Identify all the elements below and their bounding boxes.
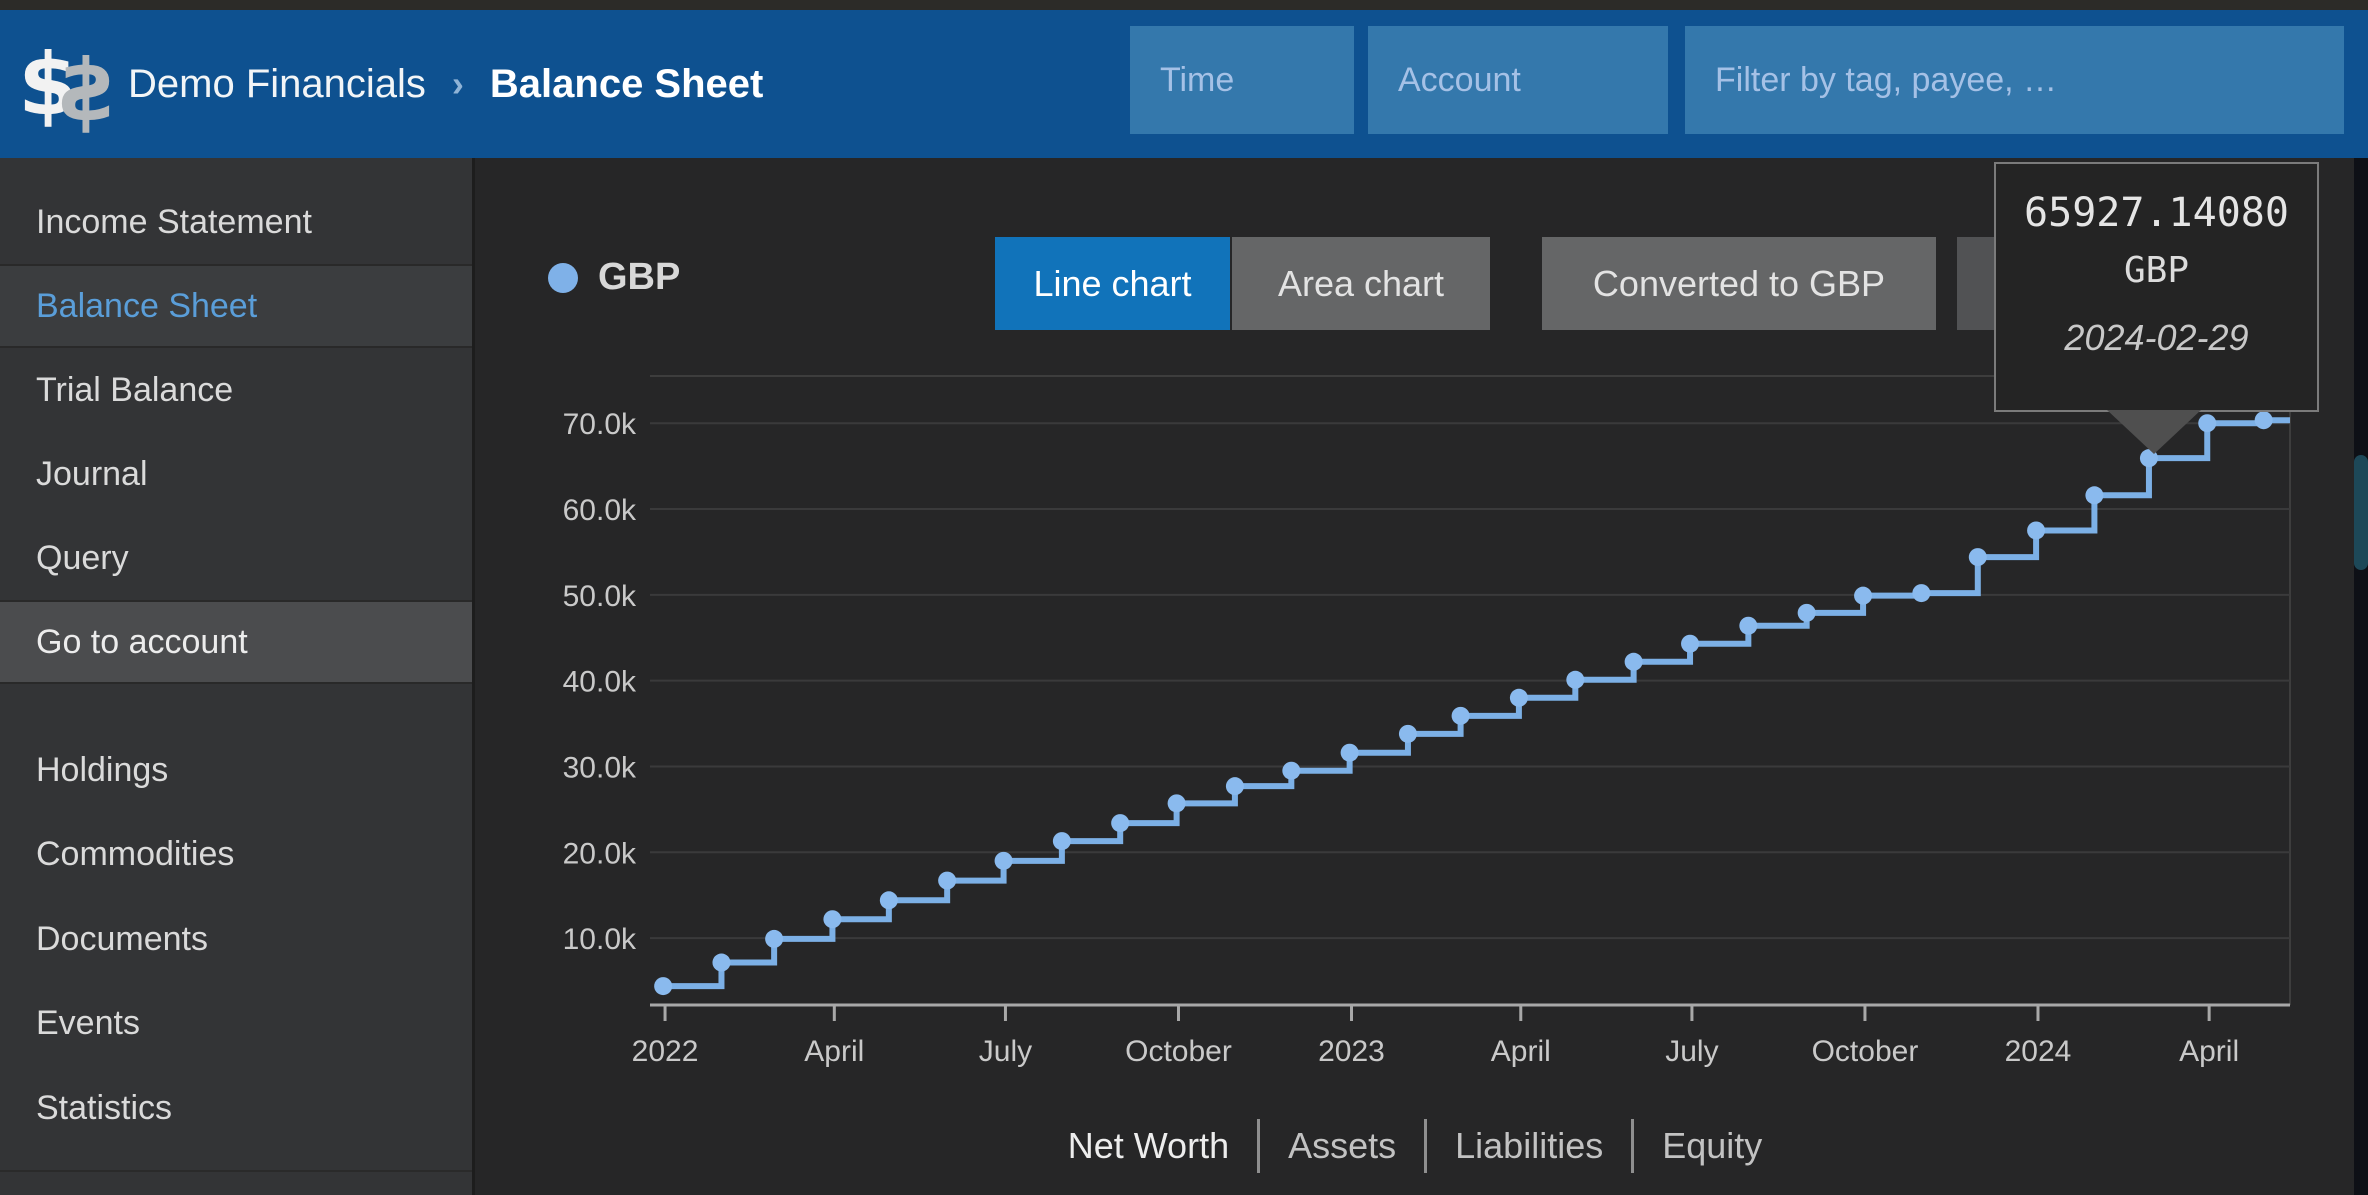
x-tick-label: 2023 [1318, 1035, 1385, 1068]
conversion-select-button[interactable]: Converted to GBP [1542, 237, 1936, 330]
footer-separator [1631, 1119, 1635, 1173]
data-point[interactable] [1225, 777, 1244, 796]
breadcrumb-separator-icon: › [451, 63, 464, 104]
chart-mode-link-net-worth[interactable]: Net Worth [1067, 1125, 1230, 1166]
networth-line [663, 417, 2290, 990]
sidebar-item-go-to-account[interactable]: Go to account [0, 600, 472, 684]
chart-tooltip: 65927.14080 GBP 2024-02-29 [1994, 162, 2319, 454]
footer-separator [1424, 1119, 1428, 1173]
sidebar-item-trial-balance[interactable]: Trial Balance [36, 370, 234, 409]
fava-logo-icon[interactable]: $ $ [18, 28, 118, 140]
scrollbar[interactable] [2354, 158, 2368, 1195]
sidebar-item-statistics[interactable]: Statistics [36, 1088, 173, 1127]
x-tick-label: April [2179, 1035, 2239, 1068]
breadcrumb: Demo Financials › Balance Sheet [128, 10, 763, 158]
data-point[interactable] [879, 891, 898, 910]
tooltip-value: 65927.14080 [2024, 190, 2289, 236]
legend-currency-label: GBP [598, 256, 681, 298]
data-point[interactable] [1681, 634, 1700, 653]
data-point[interactable] [1854, 586, 1873, 605]
logo-dollar-right: $ [56, 41, 116, 140]
sidebar-nav: Income Statement Balance Sheet Trial Balan… [0, 158, 475, 1195]
chart-mode-link-assets[interactable]: Assets [1288, 1125, 1397, 1166]
data-point[interactable] [2027, 521, 2046, 540]
data-point[interactable] [1739, 616, 1758, 635]
line-chart-button[interactable]: Line chart [995, 237, 1230, 330]
chart-legend[interactable]: GBP [548, 256, 680, 299]
data-point[interactable] [1797, 603, 1816, 622]
data-point[interactable] [1052, 832, 1071, 851]
data-point[interactable] [765, 929, 784, 948]
sidebar-item-balance-sheet[interactable]: Balance Sheet [0, 264, 472, 348]
data-point[interactable] [1398, 724, 1417, 743]
x-tick-label: 2024 [2005, 1035, 2072, 1068]
area-chart-button[interactable]: Area chart [1232, 237, 1490, 330]
data-point[interactable] [1968, 548, 1987, 567]
window-top-strip [0, 0, 2368, 10]
ledger-title[interactable]: Demo Financials [128, 61, 426, 106]
tag-payee-filter-input[interactable] [1685, 26, 2344, 134]
data-point[interactable] [938, 871, 957, 890]
plot-border [650, 375, 2291, 1005]
legend-dot-icon [548, 262, 578, 293]
y-tick-label: 60.0k [563, 494, 637, 527]
sidebar-item-journal[interactable]: Journal [36, 454, 148, 493]
tooltip-arrow-icon [2107, 410, 2201, 454]
sidebar-item-income-statement[interactable]: Income Statement [36, 202, 312, 241]
sidebar-item-holdings[interactable]: Holdings [36, 750, 169, 789]
data-point[interactable] [1624, 652, 1643, 671]
data-point[interactable] [1912, 584, 1931, 603]
x-tick-label: April [804, 1035, 864, 1068]
data-point[interactable] [1167, 794, 1186, 813]
chart-mode-link-liabilities[interactable]: Liabilities [1455, 1125, 1604, 1166]
header-bar: $ $ Demo Financials › Balance Sheet [0, 10, 2368, 158]
x-tick-label: October [1125, 1035, 1232, 1068]
data-point[interactable] [1566, 670, 1585, 689]
sidebar-item-events[interactable]: Events [36, 1003, 140, 1042]
tooltip-currency: GBP [2123, 250, 2190, 291]
x-tick-label: July [979, 1035, 1032, 1068]
y-tick-label: 30.0k [563, 751, 637, 784]
time-filter-input[interactable] [1130, 26, 1354, 134]
sidebar-item-documents[interactable]: Documents [36, 919, 208, 958]
tooltip-date: 2024-02-29 [2064, 317, 2249, 358]
sidebar-item-commodities[interactable]: Commodities [36, 834, 235, 873]
data-point[interactable] [2085, 486, 2104, 505]
footer-separator [1257, 1119, 1261, 1173]
data-point[interactable] [823, 910, 842, 929]
x-tick-label: 2022 [632, 1035, 699, 1068]
account-filter-input[interactable] [1368, 26, 1668, 134]
data-point[interactable] [1282, 761, 1301, 780]
y-tick-label: 50.0k [563, 580, 637, 613]
data-point[interactable] [994, 851, 1013, 870]
data-point[interactable] [1340, 743, 1359, 762]
y-tick-label: 10.0k [563, 923, 637, 956]
x-tick-label: April [1491, 1035, 1551, 1068]
y-tick-label: 70.0k [563, 408, 637, 441]
scrollbar-thumb[interactable] [2354, 455, 2368, 570]
data-point[interactable] [1451, 706, 1470, 725]
x-tick-label: October [1812, 1035, 1919, 1068]
data-point[interactable] [1509, 688, 1528, 707]
chart-mode-links: Net Worth Assets Liabilities Equity [476, 1110, 2354, 1182]
logo-dollar-left: $ [18, 35, 78, 135]
data-point[interactable] [654, 977, 673, 996]
sidebar-item-query[interactable]: Query [36, 538, 129, 577]
data-point[interactable] [712, 953, 731, 972]
sidebar-divider [0, 1170, 472, 1172]
y-tick-label: 40.0k [563, 666, 637, 699]
x-tick-label: July [1665, 1035, 1718, 1068]
data-point[interactable] [1111, 814, 1130, 833]
data-point[interactable] [2254, 411, 2273, 430]
chart-mode-link-equity[interactable]: Equity [1662, 1125, 1763, 1166]
page-title: Balance Sheet [489, 61, 764, 106]
y-tick-label: 20.0k [563, 837, 637, 870]
